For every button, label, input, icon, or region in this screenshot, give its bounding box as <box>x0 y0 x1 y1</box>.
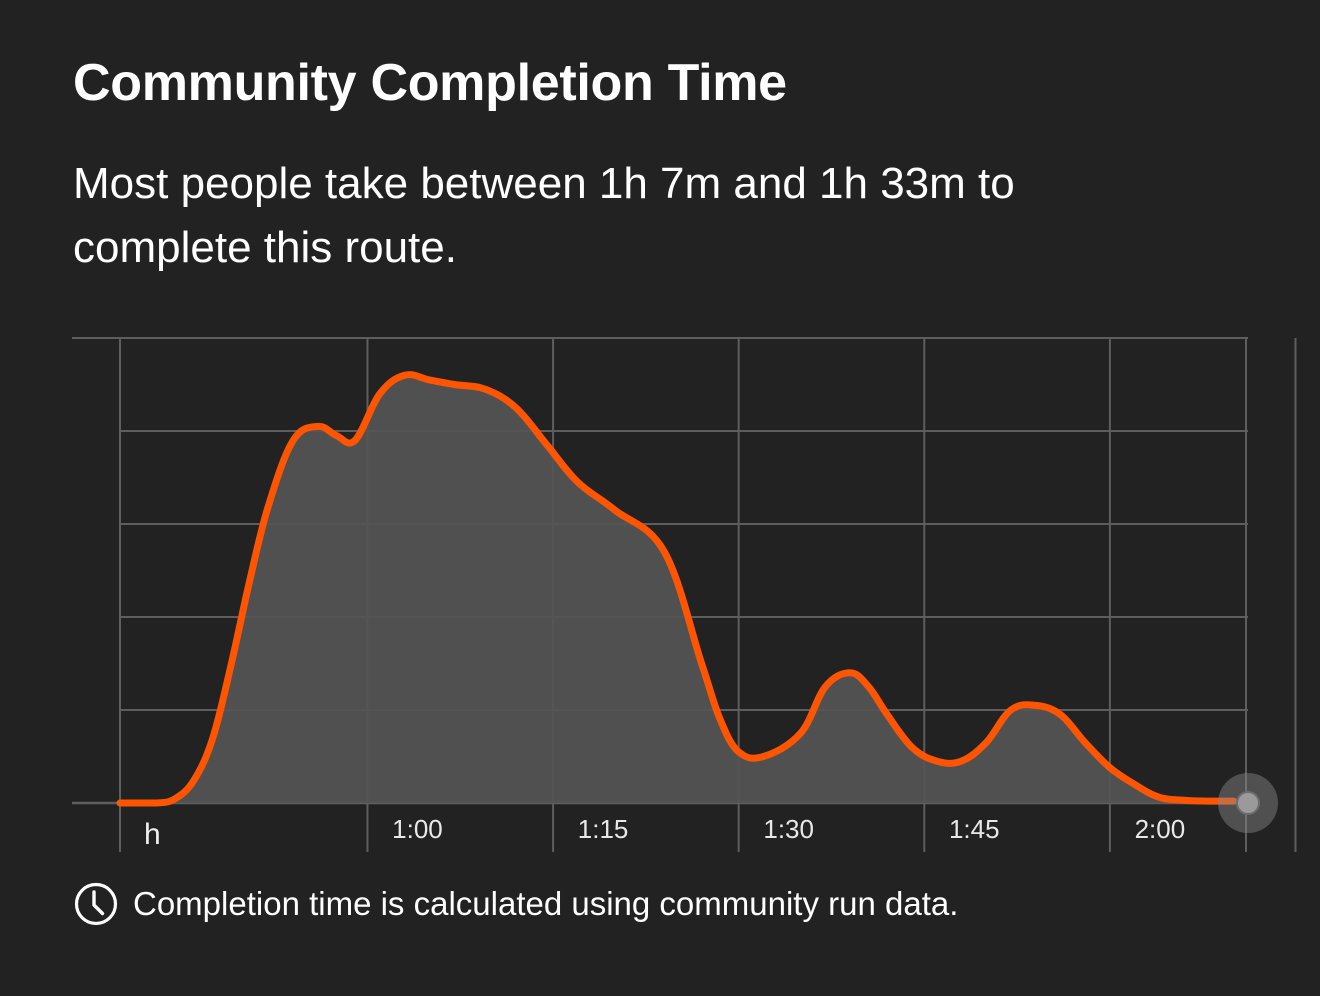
scrubber-layer[interactable] <box>1218 773 1278 833</box>
x-tick-label: 1:00 <box>392 814 443 844</box>
footnote-text: Completion time is calculated using comm… <box>133 885 959 922</box>
chart-canvas[interactable]: h 1:00 1:15 1:30 1:45 2:00 <box>0 330 1320 860</box>
x-tick-label: 1:30 <box>763 814 814 844</box>
clock-icon <box>73 881 119 927</box>
chart-area-layer <box>116 371 1238 807</box>
x-axis: h 1:00 1:15 1:30 1:45 2:00 <box>144 814 1185 851</box>
footnote: Completion time is calculated using comm… <box>73 878 958 930</box>
x-axis-unit-label: h <box>144 818 161 851</box>
page-title: Community Completion Time <box>73 54 787 112</box>
x-tick-label: 1:45 <box>949 814 1000 844</box>
x-tick-label: 2:00 <box>1135 814 1186 844</box>
chart-subtitle: Most people take between 1h 7m and 1h 33… <box>73 159 1015 272</box>
completion-time-chart[interactable]: h 1:00 1:15 1:30 1:45 2:00 <box>0 330 1320 860</box>
distribution-line <box>116 371 1238 807</box>
x-tick-label: 1:15 <box>578 814 629 844</box>
scrubber-dot[interactable] <box>1236 791 1260 815</box>
